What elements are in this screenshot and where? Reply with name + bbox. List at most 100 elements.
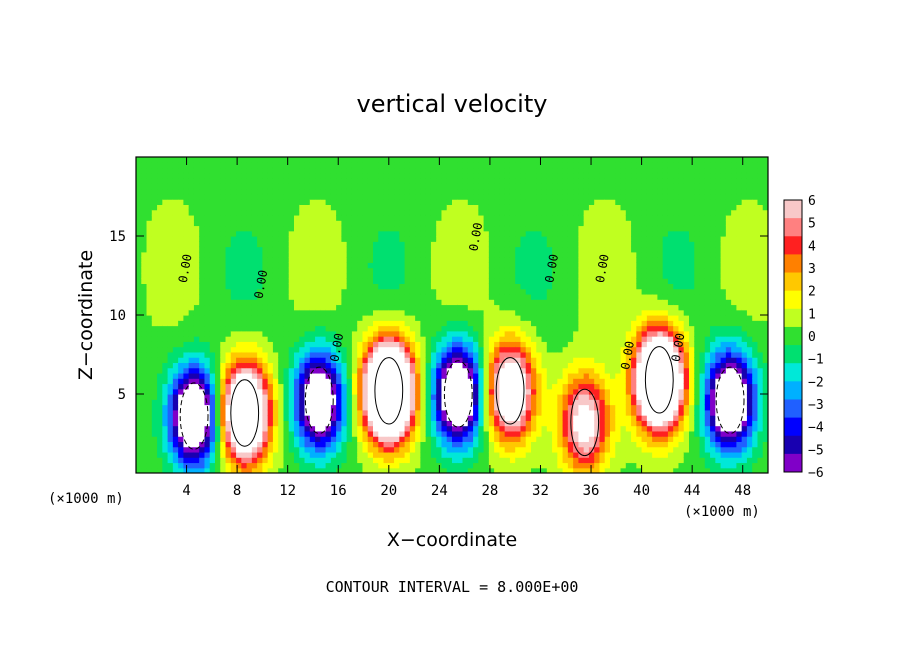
field-cell <box>367 199 374 205</box>
field-cell <box>425 299 432 306</box>
field-cell <box>278 309 285 316</box>
field-cell <box>199 404 206 411</box>
field-cell <box>304 220 311 227</box>
field-cell <box>425 372 432 379</box>
field-cell <box>157 404 163 411</box>
field-cell <box>373 446 379 453</box>
field-cell <box>346 199 353 205</box>
field-cell <box>183 225 190 232</box>
field-cell <box>204 293 211 300</box>
field-cell <box>415 446 421 453</box>
field-cell <box>562 267 569 274</box>
field-cell <box>399 372 406 379</box>
field-cell <box>241 157 248 163</box>
field-cell <box>415 415 421 421</box>
field-cell <box>257 351 263 358</box>
field-cell <box>241 404 248 411</box>
field-cell <box>141 199 148 205</box>
field-cell <box>446 357 453 363</box>
field-cell <box>162 415 169 421</box>
field-cell <box>193 367 200 374</box>
field-cell <box>341 293 348 300</box>
field-cell <box>531 357 537 363</box>
field-cell <box>288 367 295 374</box>
field-cell <box>136 362 142 369</box>
field-cell <box>199 188 206 195</box>
field-cell <box>525 278 532 284</box>
field-cell <box>515 383 522 390</box>
field-cell <box>325 267 332 274</box>
field-cell <box>509 372 516 379</box>
field-cell <box>420 441 427 448</box>
field-cell <box>351 209 358 216</box>
field-cell <box>425 425 432 432</box>
field-cell <box>236 446 242 453</box>
field-cell <box>562 162 569 169</box>
field-cell <box>420 436 427 442</box>
field-cell <box>462 383 469 390</box>
field-cell <box>478 341 485 348</box>
field-cell <box>304 257 311 263</box>
field-cell <box>188 209 195 216</box>
field-cell <box>341 430 348 437</box>
field-cell <box>520 188 527 195</box>
field-cell <box>536 304 543 311</box>
field-cell <box>299 394 306 400</box>
field-cell <box>415 320 421 327</box>
field-cell <box>567 362 574 369</box>
field-cell <box>478 204 485 211</box>
field-cell <box>567 204 574 211</box>
field-cell <box>272 199 279 205</box>
field-cell <box>172 267 179 274</box>
field-cell <box>362 420 369 427</box>
field-cell <box>557 315 564 321</box>
field-cell <box>462 293 469 300</box>
field-cell <box>525 241 532 248</box>
field-cell <box>367 246 374 253</box>
field-cell <box>415 278 421 284</box>
field-cell <box>151 309 158 316</box>
field-cell <box>151 336 158 342</box>
field-cell <box>236 372 242 379</box>
field-cell <box>552 214 558 221</box>
field-cell <box>172 415 179 421</box>
field-cell <box>246 467 253 473</box>
field-cell <box>362 246 369 253</box>
field-cell <box>299 451 306 458</box>
field-cell <box>457 325 464 332</box>
field-cell <box>330 336 337 342</box>
field-cell <box>409 267 416 274</box>
field-cell <box>304 362 311 369</box>
field-cell <box>473 304 479 311</box>
field-cell <box>394 251 400 258</box>
field-cell <box>136 357 142 363</box>
field-cell <box>441 172 448 179</box>
field-cell <box>394 162 400 169</box>
field-cell <box>257 299 263 306</box>
field-cell <box>309 436 316 442</box>
field-cell <box>251 309 258 316</box>
field-cell <box>436 293 443 300</box>
field-cell <box>225 246 232 253</box>
field-cell <box>215 457 221 464</box>
field-cell <box>531 383 537 390</box>
field-cell <box>509 204 516 211</box>
field-cell <box>394 388 400 395</box>
field-cell <box>346 278 353 284</box>
field-cell <box>136 320 142 327</box>
field-cell <box>509 351 516 358</box>
field-cell <box>567 451 574 458</box>
field-cell <box>541 214 548 221</box>
field-cell <box>488 357 495 363</box>
field-cell <box>146 467 153 473</box>
field-cell <box>309 183 316 190</box>
field-cell <box>183 378 190 385</box>
field-cell <box>420 467 427 473</box>
field-cell <box>141 357 148 363</box>
field-cell <box>404 467 411 473</box>
field-cell <box>146 336 153 342</box>
field-cell <box>430 220 437 227</box>
field-cell <box>278 388 285 395</box>
field-cell <box>157 462 163 469</box>
field-cell <box>320 293 327 300</box>
